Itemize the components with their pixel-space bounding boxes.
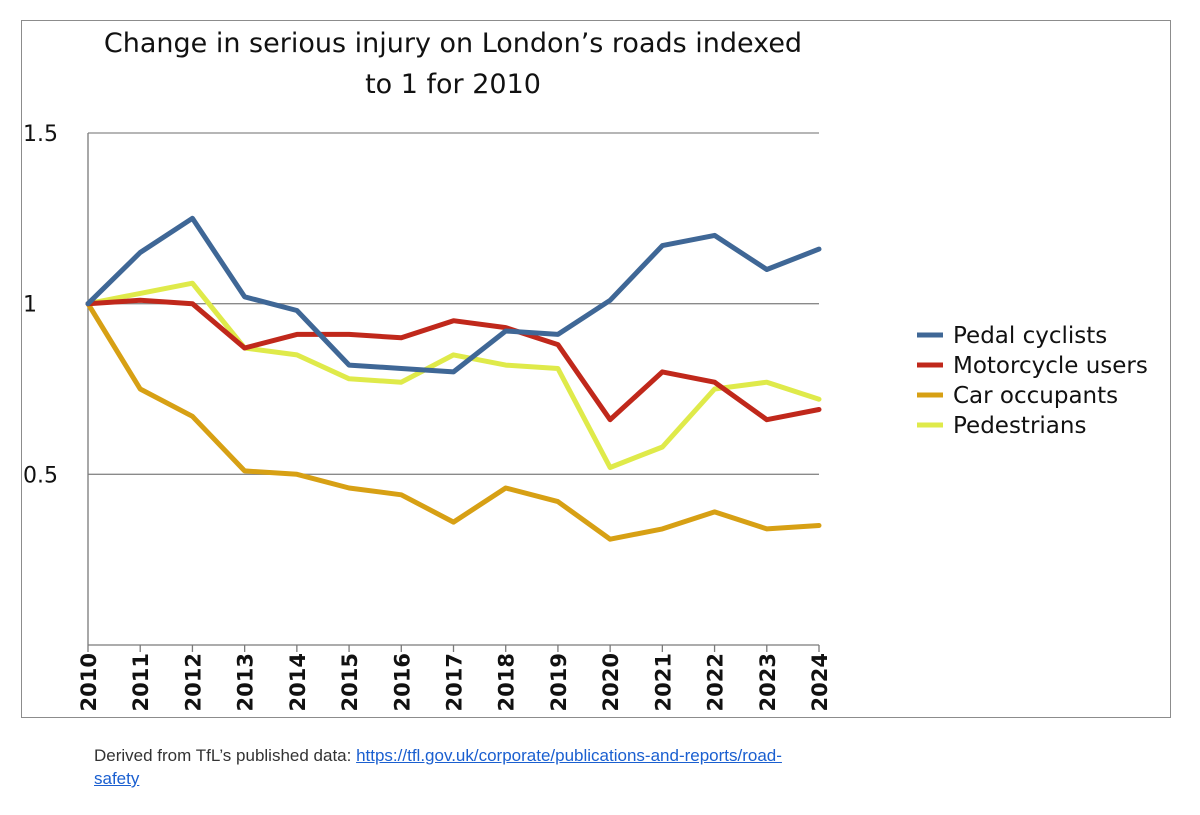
x-tick-label: 2012: [181, 653, 205, 711]
legend-label: Pedestrians: [953, 413, 1086, 439]
legend-label: Car occupants: [953, 383, 1118, 409]
y-tick-label: 1.5: [23, 122, 58, 147]
y-tick-label: 0.5: [23, 463, 58, 488]
chart-title-line-2: to 1 for 2010: [365, 69, 541, 100]
x-tick-label: 2016: [390, 653, 414, 711]
x-tick-label: 2013: [234, 653, 258, 711]
series-line: [85, 301, 822, 542]
x-tick-label: 2022: [704, 653, 728, 711]
x-tick-label: 2015: [338, 653, 362, 711]
x-tick-label: 2024: [808, 653, 832, 711]
series-line: [85, 297, 822, 423]
source-prefix: Derived from TfL’s published data:: [94, 746, 357, 765]
x-tick-label: 2018: [495, 653, 519, 711]
x-tick-label: 2011: [129, 653, 153, 711]
x-tick-label: 2021: [651, 653, 675, 711]
legend-label: Pedal cyclists: [953, 323, 1107, 349]
source-link[interactable]: https://tfl.gov.uk/corporate/publication…: [94, 746, 782, 788]
source-note: Derived from TfL’s published data: https…: [94, 744, 794, 790]
x-tick-label: 2014: [286, 653, 310, 711]
chart-frame: [21, 20, 1171, 718]
y-tick-label: 1: [23, 293, 37, 318]
legend: Pedal cyclists Motorcycle users Car occupa…: [917, 323, 1148, 439]
x-tick-label: 2020: [599, 653, 623, 711]
x-tick-label: 2023: [756, 653, 780, 711]
series-lines: [85, 215, 822, 542]
x-tick-label: 2017: [443, 653, 467, 711]
x-tick-label: 2010: [77, 653, 101, 711]
axes: 1.5 1 0.5 2010 2011 2012 2013 2014 2015 2016 2017 2…: [23, 122, 832, 711]
legend-label: Motorcycle users: [953, 353, 1148, 379]
series-line: [85, 215, 822, 375]
x-tick-label: 2019: [547, 653, 571, 711]
series-line: [85, 280, 822, 470]
chart-title-line-1: Change in serious injury on London’s roa…: [104, 28, 802, 59]
